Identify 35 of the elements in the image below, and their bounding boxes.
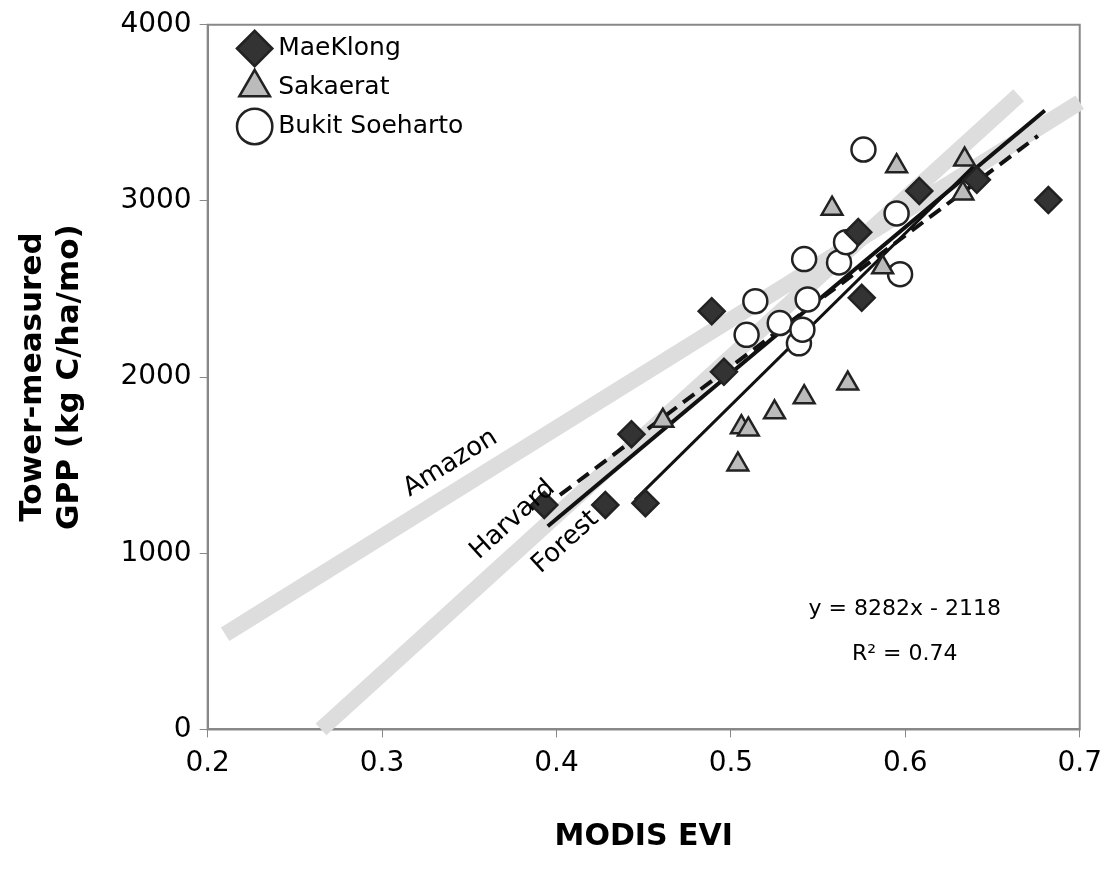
legend-label: Bukit Soeharto bbox=[278, 110, 464, 139]
point bbox=[843, 217, 873, 247]
x-tick-label: 0.2 bbox=[185, 745, 230, 779]
x-axis-title: MODIS EVI bbox=[554, 816, 733, 852]
point bbox=[883, 200, 910, 227]
x-tick-label: 0.5 bbox=[708, 745, 754, 779]
y-tick-label: 4000 bbox=[120, 6, 192, 40]
point bbox=[733, 321, 760, 349]
y-tick-label: 2000 bbox=[120, 358, 192, 392]
point bbox=[766, 309, 793, 337]
annotation: R² = 0.74 bbox=[851, 640, 958, 666]
x-tick-label: 0.3 bbox=[359, 745, 405, 779]
legend-label: Sakaerat bbox=[278, 71, 390, 100]
point bbox=[709, 357, 739, 387]
x-tick-label: 0.7 bbox=[1057, 745, 1102, 779]
x-tick-label: 0.6 bbox=[883, 745, 928, 779]
point bbox=[790, 245, 818, 273]
annotation: y = 8282x - 2118 bbox=[808, 595, 1001, 621]
x-tick-label: 0.4 bbox=[534, 745, 579, 779]
y-tick-label: 1000 bbox=[120, 534, 192, 568]
point bbox=[1034, 185, 1063, 215]
point bbox=[789, 316, 816, 343]
point bbox=[794, 286, 821, 313]
legend-label: MaeKlong bbox=[278, 32, 401, 61]
point bbox=[617, 419, 646, 449]
y-tick-label: 0 bbox=[173, 710, 192, 744]
y-tick-label: 3000 bbox=[120, 182, 192, 216]
point bbox=[631, 488, 660, 518]
point bbox=[825, 249, 853, 276]
point bbox=[697, 296, 726, 326]
point bbox=[742, 287, 769, 315]
point bbox=[962, 165, 992, 195]
y-axis-title: Tower-measured GPP (kg C/ha/mo) bbox=[11, 224, 85, 530]
point bbox=[847, 283, 876, 313]
point bbox=[905, 176, 934, 206]
